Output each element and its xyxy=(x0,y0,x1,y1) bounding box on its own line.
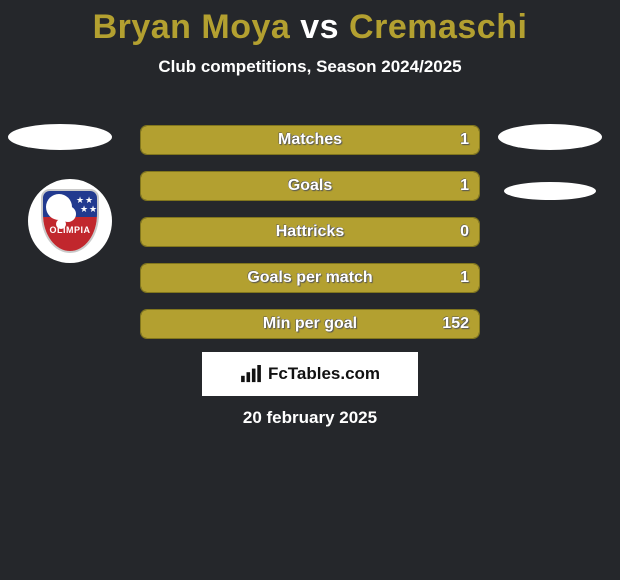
stat-value: 1 xyxy=(460,126,469,154)
stat-label: Goals per match xyxy=(141,264,479,292)
stat-label: Hattricks xyxy=(141,218,479,246)
club-badge-left: ★ ★ ★ ★ OLIMPIA xyxy=(28,179,112,263)
page-title: Bryan Moya vs Cremaschi xyxy=(0,0,620,47)
stat-bar: Matches1 xyxy=(140,125,480,155)
stat-label: Min per goal xyxy=(141,310,479,338)
stat-value: 0 xyxy=(460,218,469,246)
badge-label: OLIMPIA xyxy=(43,225,97,235)
brand-box: FcTables.com xyxy=(202,352,418,396)
stat-bar: Goals1 xyxy=(140,171,480,201)
stat-bars: Matches1Goals1Hattricks0Goals per match1… xyxy=(140,125,480,355)
avatar-placeholder-right xyxy=(498,124,602,150)
brand-text: FcTables.com xyxy=(268,364,380,384)
title-player-b: Cremaschi xyxy=(349,8,527,46)
stat-value: 1 xyxy=(460,264,469,292)
stat-bar: Min per goal152 xyxy=(140,309,480,339)
stat-bar: Goals per match1 xyxy=(140,263,480,293)
club-placeholder-right xyxy=(504,182,596,200)
stat-label: Goals xyxy=(141,172,479,200)
stat-value: 1 xyxy=(460,172,469,200)
avatar-placeholder-left xyxy=(8,124,112,150)
brand-bars-icon xyxy=(240,365,262,383)
date-text: 20 february 2025 xyxy=(0,408,620,428)
stat-bar: Hattricks0 xyxy=(140,217,480,247)
stat-value: 152 xyxy=(442,310,469,338)
subtitle: Club competitions, Season 2024/2025 xyxy=(0,57,620,77)
title-player-a: Bryan Moya xyxy=(93,8,291,46)
stat-label: Matches xyxy=(141,126,479,154)
shield-icon: ★ ★ ★ ★ OLIMPIA xyxy=(41,189,99,253)
title-vs: vs xyxy=(300,8,339,46)
